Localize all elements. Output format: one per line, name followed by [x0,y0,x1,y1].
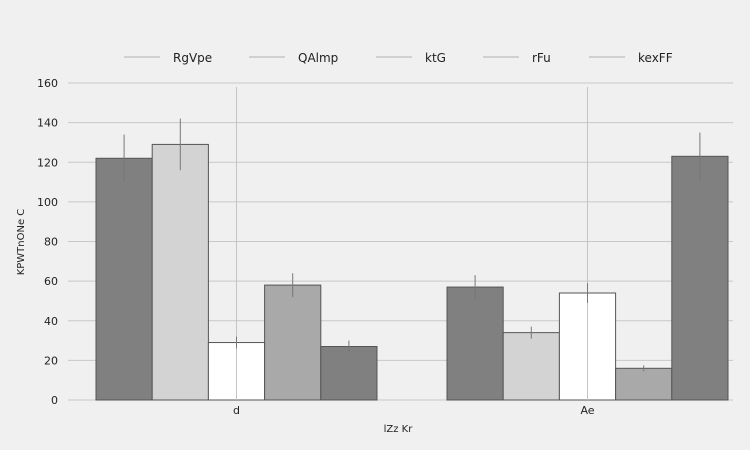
bars [95,143,729,401]
y-tick-label: 60 [44,275,58,288]
legend-label: rFu [532,51,551,65]
bar-kexFF-d [320,346,378,401]
error-bars [123,86,701,400]
legend: RgVpe QAlmp ktG rFu kexFF [124,51,673,65]
bar-rFu-d [264,284,322,401]
y-tick-label: 100 [37,196,58,209]
y-axis-ticks: 0 20 40 60 80 100 120 140 160 [37,77,58,407]
bar-QAlmp-Ae [502,332,560,401]
bar-QAlmp-d [151,143,209,401]
y-tick-label: 40 [44,315,58,328]
x-tick-label: d [233,404,240,417]
bar-RgVpe-Ae [446,286,504,401]
y-tick-label: 120 [37,156,58,169]
x-tick-label: Ae [580,404,594,417]
y-tick-label: 80 [44,236,58,249]
x-axis-label: lZz Kr [384,424,414,435]
legend-label: kexFF [638,51,673,65]
legend-label: RgVpe [173,51,212,65]
x-axis-ticks: d Ae [233,404,595,417]
y-tick-label: 20 [44,354,58,367]
legend-label: QAlmp [298,51,338,65]
bar-RgVpe-d [95,157,153,401]
y-tick-label: 160 [37,77,58,90]
bar-kexFF-Ae [671,155,729,401]
legend-label: ktG [425,51,446,65]
y-tick-label: 0 [51,394,58,407]
bar-rFu-Ae [615,367,673,401]
y-tick-label: 140 [37,117,58,130]
y-axis-label: KPWTnONe C [16,209,27,276]
